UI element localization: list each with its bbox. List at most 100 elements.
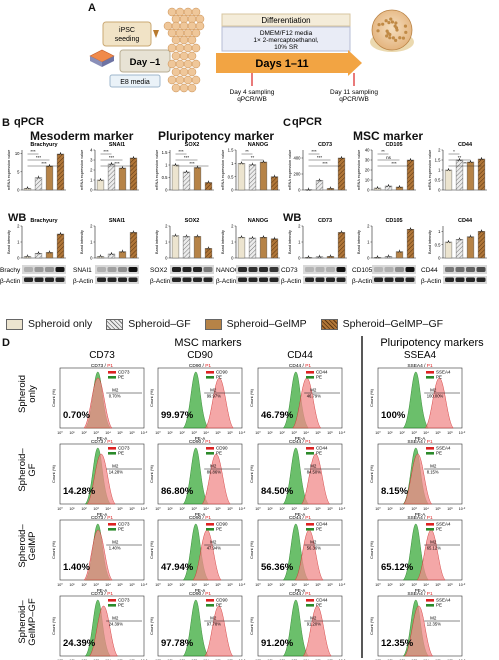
x-tick-label: 10²	[81, 431, 87, 435]
pe-histogram	[403, 453, 433, 505]
pe-axis-label: PE-A	[97, 512, 108, 517]
x-tick-label: 10¹	[387, 583, 393, 587]
count-axis-label: Count (%)	[369, 616, 374, 635]
data-point	[469, 235, 472, 237]
blot-band	[445, 267, 454, 272]
blot-background	[236, 265, 280, 274]
y-axis-label: Band intensity	[80, 230, 84, 254]
data-point	[121, 250, 124, 252]
y-tick-label: 1.5	[435, 158, 441, 163]
x-tick-label: 10⁵	[435, 431, 441, 435]
y-axis-label: Band intensity	[7, 230, 11, 254]
blot-band	[24, 267, 33, 272]
y-tick-label: 1	[165, 163, 168, 168]
positive-percentage: 46.79%	[261, 410, 294, 421]
differentiation-label: Differentiation	[261, 16, 310, 25]
actin-band	[305, 277, 314, 282]
x-tick-label: 10³	[411, 431, 417, 435]
data-point	[328, 188, 330, 190]
gate-value: 0.70%	[109, 394, 121, 399]
pe-histogram	[89, 605, 119, 657]
blot-band	[193, 267, 202, 272]
flow-histogram-ssea4: SSEA4 / P1 Count (%) 10⁰ 10¹ 10² 10³ 10⁴ 10⁵ 10⁶…	[369, 515, 466, 593]
x-tick-label: 10·²	[339, 583, 346, 587]
data-point	[242, 237, 244, 239]
y-axis-label: mRNA expression value	[357, 150, 361, 191]
data-point	[25, 188, 27, 190]
x-tick-label: 10⁰	[57, 431, 63, 435]
data-point	[253, 237, 255, 240]
data-point	[398, 185, 401, 187]
x-tick-label: 10⁴	[423, 431, 429, 435]
actin-band	[405, 277, 415, 282]
x-tick-label: 10⁶	[129, 431, 135, 435]
data-point	[329, 255, 332, 257]
data-point	[264, 161, 266, 164]
bar	[129, 157, 138, 191]
blot-actin-label: β-Actin	[216, 278, 237, 285]
microparticle-dot	[394, 38, 398, 42]
count-axis-label: Count (%)	[51, 616, 56, 635]
cell-spheroid-icon	[191, 28, 201, 38]
bar	[444, 241, 453, 259]
data-point	[206, 182, 208, 184]
blot-band	[395, 267, 404, 272]
legend-marker-name: CD90	[216, 598, 228, 603]
data-point	[400, 186, 402, 189]
positive-percentage: 86.80%	[161, 486, 194, 497]
significance-label: ***	[36, 155, 42, 160]
histogram-title: CD90 / P1	[189, 515, 211, 521]
x-tick-label: 10⁴	[203, 431, 209, 435]
x-tick-label: 10¹	[267, 507, 273, 511]
data-point	[329, 187, 332, 189]
x-tick-label: 10⁰	[155, 507, 161, 511]
bar	[406, 159, 415, 191]
actin-band	[118, 277, 127, 282]
gate-value: 1.40%	[109, 546, 121, 551]
positive-percentage: 97.78%	[161, 638, 194, 649]
actin-band	[24, 277, 33, 282]
data-point	[36, 253, 38, 255]
histogram-title: SSEA4 / P1	[407, 439, 433, 445]
data-point	[61, 233, 63, 236]
legend-marker-name: CD90	[216, 370, 228, 375]
x-tick-label: 10³	[191, 507, 197, 511]
actin-band	[238, 277, 247, 282]
data-point	[207, 247, 210, 249]
data-point	[176, 164, 178, 167]
bar-chart-cd73: CD73 0 1 2 Band intensity	[288, 218, 347, 261]
microparticle-dot	[398, 36, 402, 40]
legend-red-swatch	[426, 523, 434, 526]
bar-chart-brachyury: Brachyury 0 1 2 Band intensity	[7, 218, 66, 261]
x-tick-label: 10⁵	[315, 431, 321, 435]
gate-value: 65.12%	[427, 546, 441, 551]
blot-background	[22, 265, 66, 274]
data-point	[449, 169, 451, 172]
legend-red-swatch	[306, 599, 314, 602]
actin-band	[374, 277, 383, 282]
x-tick-label: 10¹	[69, 583, 75, 587]
x-tick-label: 10²	[81, 507, 87, 511]
data-point	[99, 178, 102, 180]
actin-band	[476, 277, 486, 282]
bar	[129, 232, 138, 259]
x-tick-label: 10⁶	[327, 431, 333, 435]
microparticle-dot	[390, 20, 395, 24]
x-tick-label: 10²	[179, 431, 185, 435]
x-tick-label: 10·²	[459, 507, 466, 511]
blot-actin-label: β-Actin	[421, 278, 442, 285]
bar	[34, 252, 43, 259]
bar	[304, 257, 313, 259]
bar	[45, 165, 54, 191]
bar	[455, 159, 464, 191]
histogram-title: CD90 / P1	[189, 363, 211, 369]
media-line2: 1× 2-mercaptoethanol,	[253, 37, 318, 44]
gate-value: 56.36%	[307, 546, 321, 551]
histogram-title: SSEA4 / P1	[407, 515, 433, 521]
data-point	[112, 163, 114, 166]
x-tick-label: 10·²	[239, 431, 246, 435]
legend-marker-name: CD44	[316, 370, 328, 375]
data-point	[26, 255, 29, 257]
